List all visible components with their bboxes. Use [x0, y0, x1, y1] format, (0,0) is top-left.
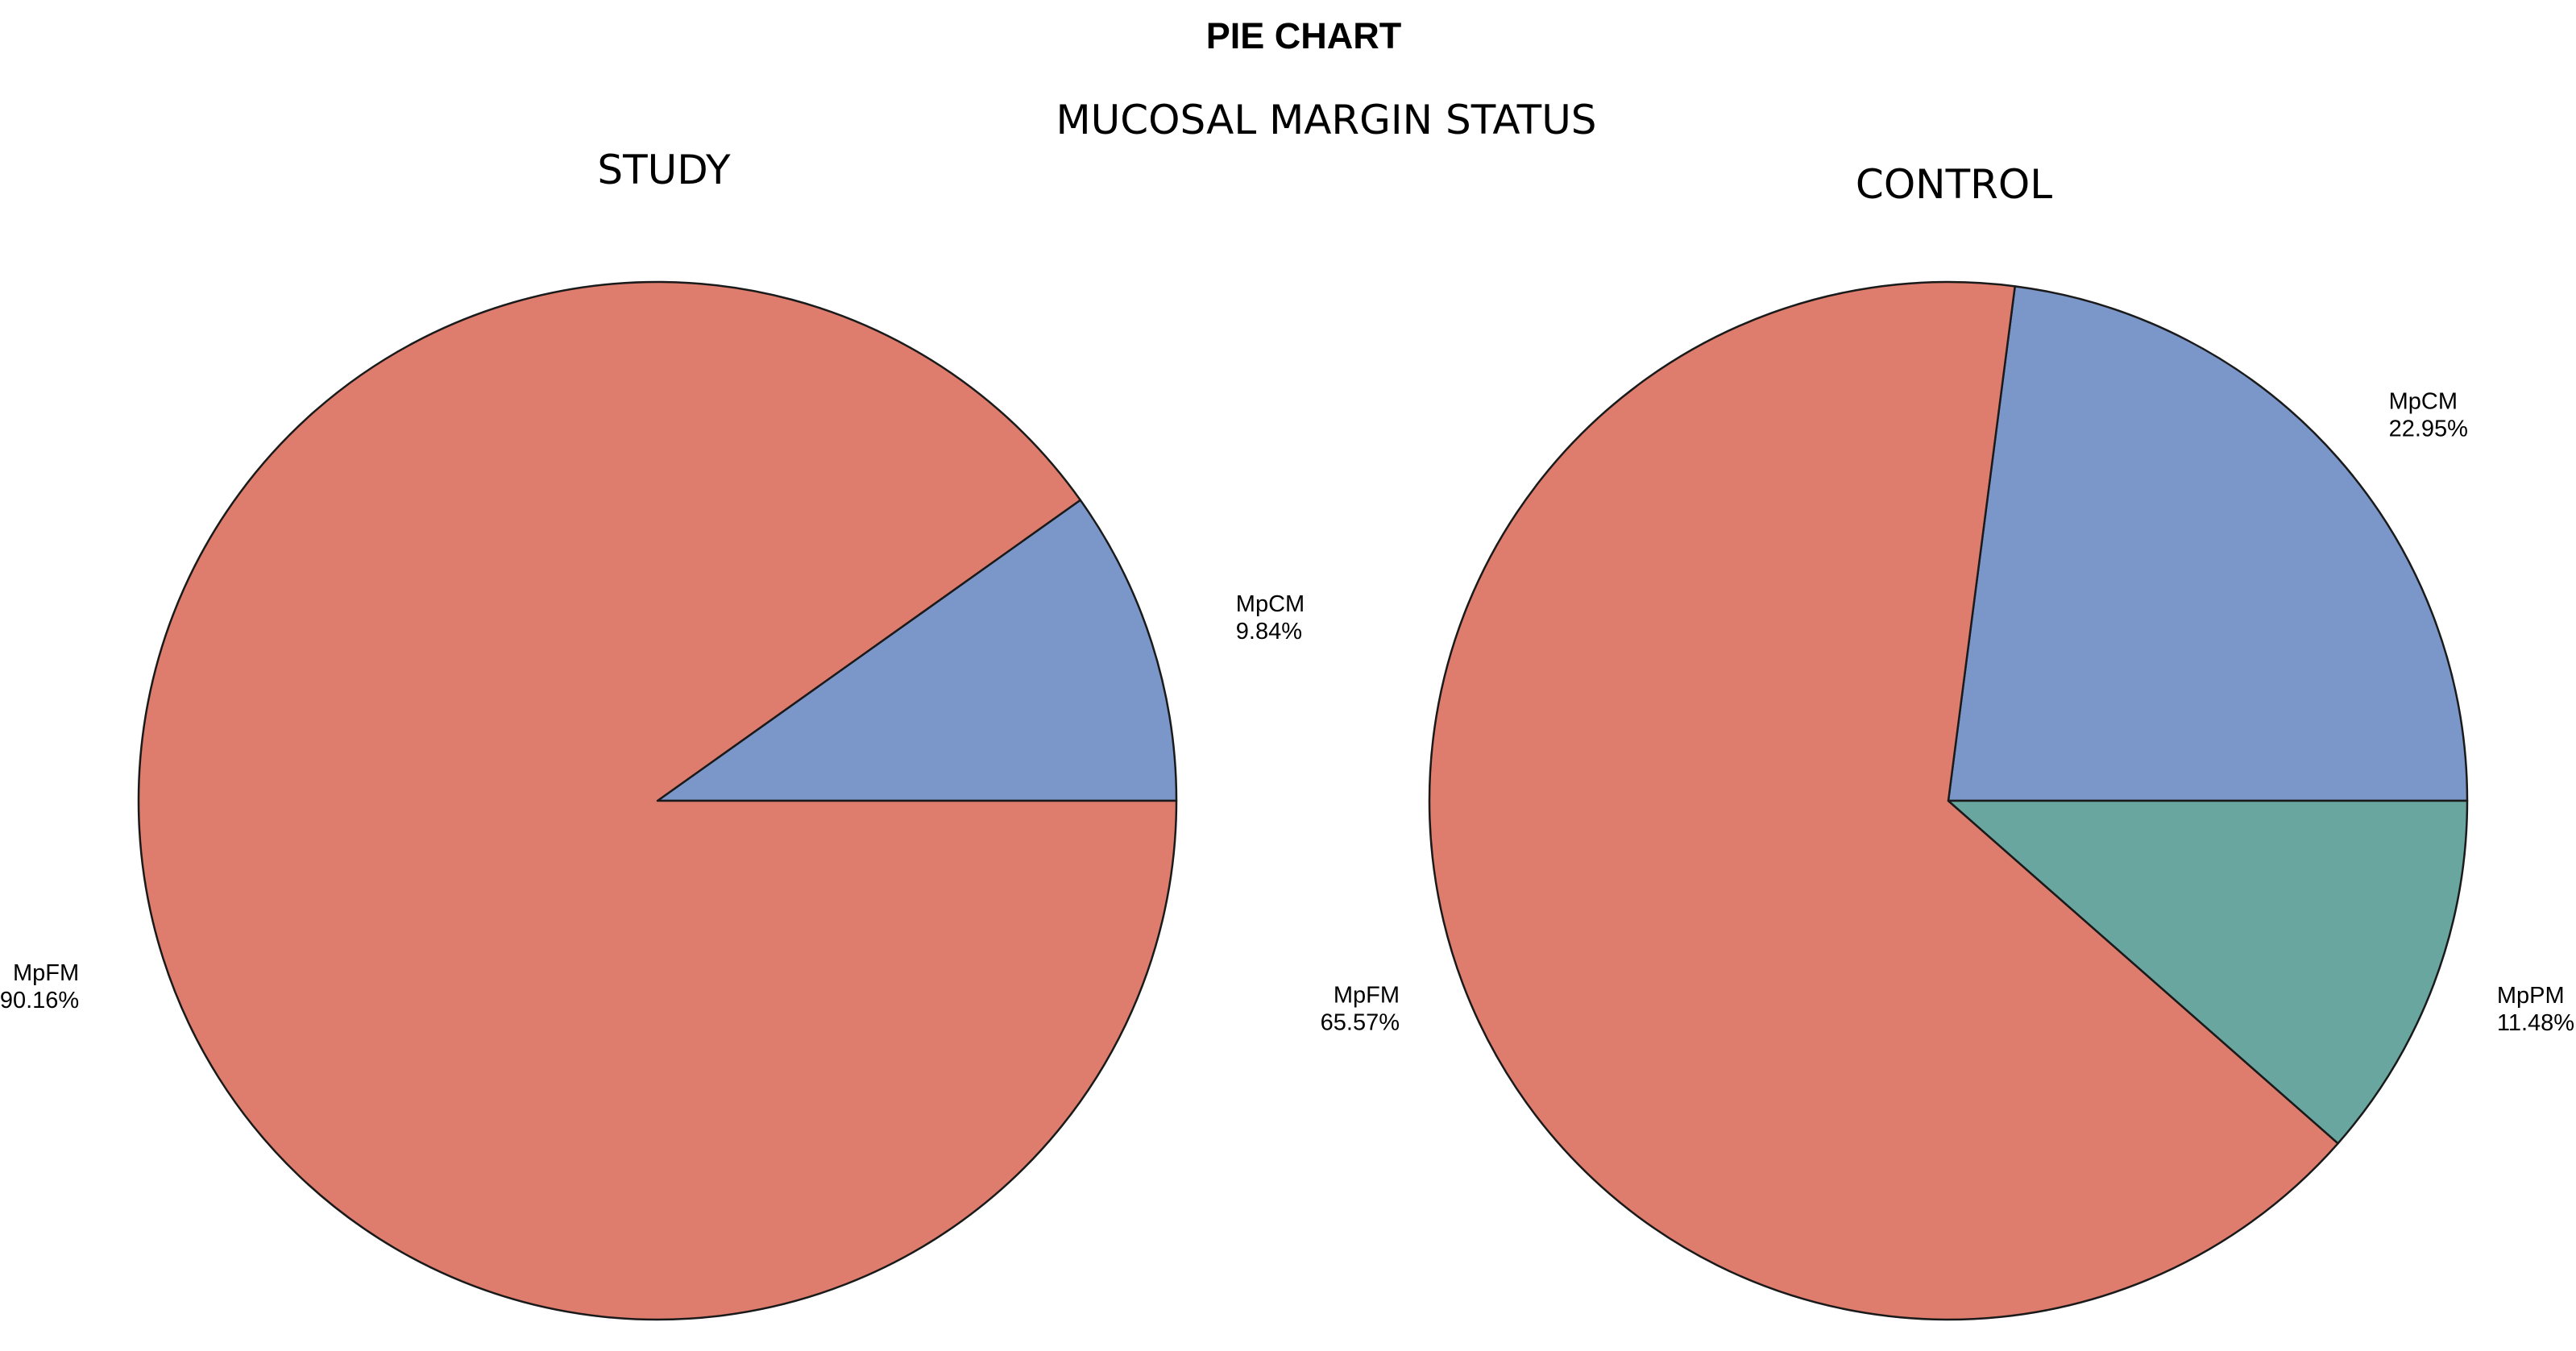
- control-pie-title: CONTROL: [1856, 161, 2052, 208]
- chart-subtitle: MUCOSAL MARGIN STATUS: [1056, 97, 1596, 143]
- control-pie-slices: [1428, 280, 2469, 1321]
- study-value-mpfm: 90.16%: [0, 988, 79, 1013]
- control-value-mpfm: 65.57%: [1321, 1010, 1400, 1036]
- study-label-mpfm: MpFM: [13, 960, 79, 986]
- control-value-mppm: 11.48%: [2497, 1010, 2574, 1036]
- study-pie-slices: [137, 280, 1178, 1321]
- study-pie-title: STUDY: [597, 147, 731, 193]
- control-label-mpfm: MpFM: [1334, 983, 1400, 1009]
- study-label-mpcm: MpCM: [1236, 591, 1305, 617]
- study-value-mpcm: 9.84%: [1236, 619, 1302, 644]
- control-slice-mpfm: [1428, 280, 2339, 1321]
- control-slice-mpcm: [1947, 285, 2469, 802]
- control-label-mppm: MpPM: [2497, 983, 2565, 1009]
- study-slice-mpfm: [137, 280, 1178, 1321]
- control-slice-mppm: [1947, 799, 2469, 1145]
- control-value-mpcm: 22.95%: [2389, 416, 2468, 442]
- study-slice-mpcm: [656, 499, 1178, 802]
- control-label-mpcm: MpCM: [2389, 389, 2458, 415]
- chart-title: PIE CHART: [1206, 15, 1402, 56]
